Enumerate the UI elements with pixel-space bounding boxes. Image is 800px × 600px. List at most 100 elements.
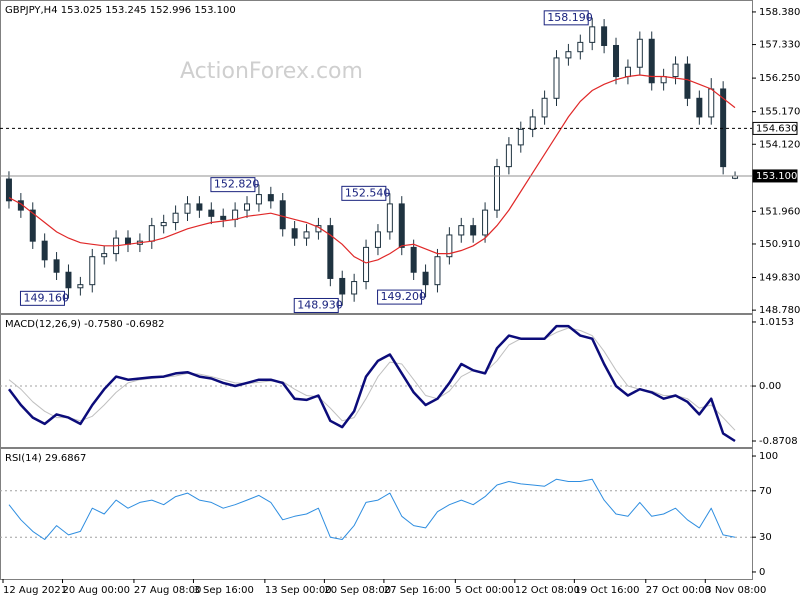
- y-tick-label: 149.830: [759, 273, 800, 284]
- candle-body: [41, 240, 48, 261]
- candle-body: [601, 26, 608, 46]
- candle-body: [29, 209, 36, 242]
- y-tick-label: 154.120: [759, 139, 800, 150]
- price-box-label: 153.100: [756, 171, 797, 182]
- price-box: [752, 121, 798, 135]
- candle-body: [636, 38, 643, 68]
- price-box: [752, 169, 798, 183]
- panel-title: MACD(12,26,9) -0.7580 -0.6982: [5, 319, 165, 330]
- x-tick-label: 13 Sep 00:00: [265, 585, 332, 596]
- candle-body: [327, 225, 334, 279]
- candle-body: [101, 253, 108, 258]
- candle-body: [53, 259, 60, 273]
- candle-body: [303, 231, 310, 239]
- candle-body: [89, 256, 96, 286]
- watermark: ActionForex.com: [180, 59, 363, 84]
- x-tick-label: 27 Oct 00:00: [646, 585, 711, 596]
- x-tick-label: 20 Aug 00:00: [63, 585, 130, 596]
- panel-title: RSI(14) 29.6867: [5, 453, 86, 464]
- candle-body: [660, 76, 667, 84]
- candle-body: [5, 178, 12, 202]
- candle-body: [279, 200, 286, 230]
- candle-body: [339, 277, 346, 295]
- candle-body: [565, 51, 572, 59]
- y-tick-label: 155.170: [759, 107, 800, 118]
- candle-body: [267, 194, 274, 202]
- candle-body: [291, 228, 298, 239]
- candle-body: [422, 271, 429, 286]
- x-tick-label: 20 Sep 08:00: [324, 585, 391, 596]
- candle-body: [208, 209, 215, 217]
- candle-body: [624, 66, 631, 78]
- y-tick-label: 30: [759, 532, 772, 543]
- candle-body: [529, 116, 536, 130]
- indicator-line: [8, 478, 736, 540]
- annotation-box: [19, 290, 65, 306]
- y-tick-label: 0: [759, 567, 765, 578]
- x-tick-label: 12 Aug 2021: [3, 585, 67, 596]
- candle-body: [65, 271, 72, 289]
- candle-body: [77, 284, 84, 289]
- annotation-label: 152.540: [345, 186, 391, 199]
- candle-body: [577, 41, 584, 53]
- y-tick-label: 1.0153: [759, 317, 794, 328]
- candle-body: [648, 38, 655, 84]
- candle-body: [708, 88, 715, 118]
- y-tick-label: 0.00: [759, 381, 781, 392]
- candle-body: [613, 44, 620, 78]
- candle-body: [386, 203, 393, 233]
- annotation-label: 152.820: [214, 178, 260, 191]
- candle-body: [470, 225, 477, 236]
- panel-frame: [0, 0, 753, 314]
- candle-body: [517, 128, 524, 146]
- candle-body: [553, 57, 560, 99]
- x-tick-label: 27 Sep 16:00: [384, 585, 451, 596]
- y-tick-label: 151.960: [759, 206, 800, 217]
- candle-body: [244, 203, 251, 211]
- candle-body: [398, 203, 405, 248]
- x-tick-label: 3 Sep 16:00: [193, 585, 253, 596]
- candle-body: [410, 246, 417, 273]
- candle-body: [124, 237, 131, 245]
- annotation-box: [377, 289, 423, 305]
- candle-body: [220, 215, 227, 220]
- annotation-label: 149.200: [381, 290, 427, 303]
- candle-body: [482, 209, 489, 236]
- candle-body: [148, 225, 155, 242]
- candle-body: [720, 88, 727, 168]
- x-tick-label: 19 Oct 16:00: [574, 585, 639, 596]
- candle-body: [172, 212, 179, 224]
- price-box-label: 154.630: [756, 123, 797, 134]
- annotation-box: [341, 185, 387, 201]
- annotation-box: [293, 297, 339, 313]
- candle-body: [505, 144, 512, 168]
- y-tick-label: 150.910: [759, 239, 800, 250]
- candle-body: [434, 256, 441, 286]
- candle-body: [374, 231, 381, 248]
- y-tick-label: -0.8708: [759, 436, 798, 447]
- annotation-box: [210, 177, 256, 193]
- annotation-label: 149.160: [23, 291, 69, 304]
- indicator-line: [8, 327, 736, 431]
- x-tick-label: 5 Oct 00:00: [455, 585, 514, 596]
- candle-body: [672, 63, 679, 78]
- y-tick-label: 158.380: [759, 7, 800, 18]
- panel-frame: [0, 448, 753, 580]
- candle-body: [696, 97, 703, 118]
- candle-body: [196, 203, 203, 211]
- panel-frame: [0, 314, 753, 448]
- y-tick-label: 70: [759, 486, 772, 497]
- x-tick-label: 12 Oct 08:00: [515, 585, 580, 596]
- annotation-label: 148.930: [297, 298, 343, 311]
- y-tick-label: 157.330: [759, 40, 800, 51]
- candle-body: [684, 63, 691, 99]
- candle-body: [255, 194, 262, 205]
- candle-body: [589, 26, 596, 43]
- annotation-box: [543, 10, 589, 26]
- y-tick-label: 100: [759, 451, 778, 462]
- y-tick-label: 148.780: [759, 305, 800, 316]
- candle-body: [232, 209, 239, 220]
- x-tick-label: 27 Aug 08:00: [134, 585, 201, 596]
- candle-body: [351, 281, 358, 295]
